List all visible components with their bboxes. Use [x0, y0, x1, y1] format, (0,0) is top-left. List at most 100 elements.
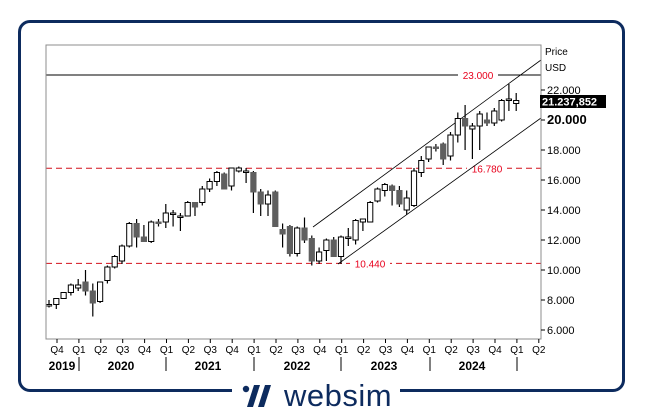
candle [133, 223, 140, 238]
price-tick-label: 12.000 [547, 235, 581, 247]
quarter-label: Q1 [72, 345, 86, 356]
quarter-label: Q2 [532, 345, 546, 356]
candle [337, 236, 345, 257]
level-label: 10.440 [355, 259, 386, 270]
year-label: 2022 [284, 359, 311, 373]
candle [228, 167, 235, 187]
price-tick-label: 22.000 [547, 85, 581, 97]
year-label: 2019 [49, 359, 76, 373]
candle [264, 194, 272, 205]
year-label: 2023 [371, 359, 398, 373]
candle [367, 202, 374, 223]
price-tick-label: 10.000 [547, 265, 581, 277]
candle [45, 304, 53, 307]
candle [330, 239, 337, 257]
quarter-label: Q3 [291, 345, 305, 356]
candlesticks [45, 84, 520, 317]
quarter-label: Q2 [445, 345, 459, 356]
quarter-label: Q2 [357, 345, 371, 356]
candle [323, 239, 330, 251]
candle [440, 143, 447, 160]
quarter-label: Q1 [160, 345, 174, 356]
candle [286, 226, 293, 254]
candle [389, 185, 396, 191]
candle [199, 188, 206, 203]
candle [104, 266, 111, 281]
level-label: 23.000 [463, 71, 494, 82]
chart-frame [18, 20, 625, 392]
price-tick-label: 20.000 [547, 112, 587, 127]
candle [469, 125, 476, 130]
candle [89, 290, 96, 304]
quarter-label: Q4 [488, 345, 502, 356]
quarter-label: Q4 [50, 345, 64, 356]
websim-logo-icon [242, 385, 271, 407]
candle [396, 190, 403, 205]
candle [352, 220, 359, 241]
candle [432, 146, 439, 149]
candle [82, 281, 89, 292]
candle [359, 218, 366, 223]
time-axis: Q4 Q1 Q2 Q3 Q4 Q1 Q2 Q3 Q4 Q1 Q2 Q3 Q4 Q1 Q2 Q3 Q4 Q1 Q2 Q3… [49, 339, 546, 373]
price-tick-label: 16.000 [547, 175, 581, 187]
brand-logo-group: websim [232, 376, 401, 416]
axis-title-currency: USD [545, 63, 566, 74]
candle [345, 236, 352, 239]
quarter-label: Q3 [116, 345, 130, 356]
candle [126, 223, 133, 247]
brand-footer: websim [0, 376, 647, 416]
candle [257, 191, 264, 205]
candle [272, 191, 279, 227]
candle [294, 227, 301, 254]
candle [491, 110, 498, 124]
level-label: 16.780 [472, 164, 503, 175]
candle [148, 221, 155, 242]
brand-name: websim [284, 378, 393, 413]
candle [213, 172, 221, 182]
quarter-label: Q4 [401, 345, 415, 356]
candle [206, 181, 213, 190]
candle [476, 113, 483, 127]
candle [374, 188, 381, 202]
year-label: 2020 [108, 359, 135, 373]
quarter-label: Q1 [247, 345, 261, 356]
quarter-label: Q2 [182, 345, 196, 356]
quarter-label: Q3 [466, 345, 480, 356]
price-tick-label: 18.000 [547, 145, 581, 157]
price-axis: Price USD 22.000 20.000 18.000 16.000 14.000… [541, 47, 587, 337]
candle [170, 212, 177, 215]
quarter-label: Q3 [204, 345, 218, 356]
quarter-label: Q1 [510, 345, 524, 356]
candle [308, 238, 315, 262]
candle [235, 167, 242, 172]
candle [162, 212, 169, 223]
price-tick-label: 8.000 [547, 295, 575, 307]
channel-upper-line [312, 59, 542, 228]
candle [301, 227, 308, 241]
candle [250, 172, 257, 193]
price-tick-label: 6.000 [547, 325, 575, 337]
plot-area-border [45, 44, 542, 340]
candle [140, 236, 148, 242]
axis-title-price: Price [545, 47, 568, 58]
candle [155, 221, 162, 224]
candle [184, 202, 191, 217]
quarter-label: Q2 [269, 345, 283, 356]
candle [118, 245, 126, 262]
quarter-label: Q1 [335, 345, 349, 356]
candle [67, 284, 75, 293]
candle [97, 281, 104, 302]
candle [462, 118, 469, 127]
candle [177, 215, 184, 218]
candle [513, 100, 520, 104]
horizontal-levels: 23.000 16.780 10.440 [46, 69, 541, 270]
year-label: 2024 [459, 359, 486, 373]
candle [111, 256, 118, 268]
channel-lower-line [337, 117, 542, 265]
quarter-label: Q4 [226, 345, 240, 356]
candle [505, 98, 512, 101]
candle [243, 170, 250, 173]
candle [498, 100, 505, 121]
candle [447, 134, 454, 157]
